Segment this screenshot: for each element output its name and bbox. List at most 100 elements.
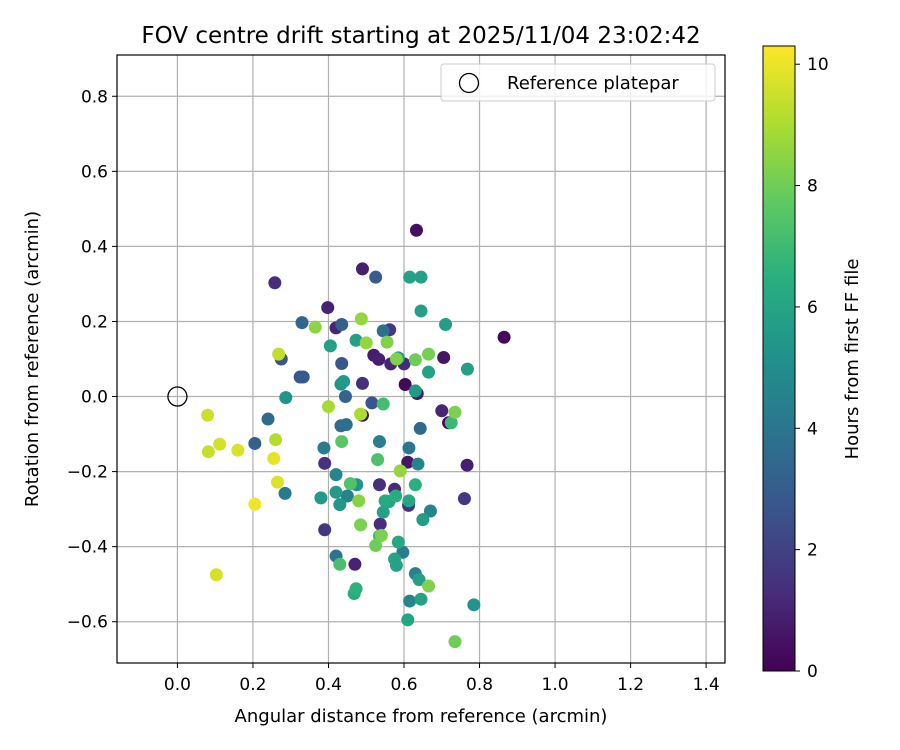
legend-entry: Reference platepar <box>507 73 679 94</box>
colorbar-label: Hours from first FF file <box>842 259 863 460</box>
data-point <box>278 486 292 500</box>
data-point <box>376 397 390 411</box>
data-point <box>295 316 309 330</box>
data-point <box>323 339 337 353</box>
y-tick-label: 0.0 <box>81 388 108 408</box>
colorbar-tick-label: 0 <box>807 662 818 682</box>
data-point <box>460 458 474 472</box>
data-point <box>369 270 383 284</box>
data-point <box>437 350 451 364</box>
x-tick-label: 1.0 <box>542 675 569 695</box>
x-tick-label: 0.8 <box>466 675 493 695</box>
data-point <box>380 335 394 349</box>
scatter-points <box>201 223 511 649</box>
colorbar-tick-label: 10 <box>807 55 829 75</box>
data-point <box>365 396 379 410</box>
data-point <box>372 435 386 449</box>
data-point <box>402 441 416 455</box>
data-point <box>422 347 436 361</box>
data-point <box>372 352 386 366</box>
data-point <box>348 557 362 571</box>
data-point <box>248 436 262 450</box>
data-point <box>393 464 407 478</box>
data-point <box>268 276 282 290</box>
plot-frame <box>116 54 726 664</box>
data-point <box>329 468 343 482</box>
y-tick-label: 0.8 <box>81 87 108 107</box>
data-point <box>372 478 386 492</box>
data-point <box>338 390 352 404</box>
x-tick-label: 1.2 <box>617 675 644 695</box>
data-point <box>318 456 332 470</box>
data-point <box>355 376 369 390</box>
data-point <box>359 336 373 350</box>
data-point <box>391 535 405 549</box>
data-point <box>279 391 293 405</box>
y-tick-label: −0.6 <box>67 613 108 633</box>
data-point <box>439 317 453 331</box>
legend: Reference platepar <box>440 63 716 102</box>
data-point <box>414 270 428 284</box>
data-point <box>213 437 227 451</box>
data-point <box>352 494 366 508</box>
x-tick-label: 0.6 <box>390 675 417 695</box>
data-point <box>270 475 284 489</box>
data-point <box>272 347 286 361</box>
data-point <box>335 357 349 371</box>
data-point <box>354 407 368 421</box>
data-point <box>378 494 392 508</box>
data-point <box>416 513 430 527</box>
data-point <box>343 477 357 491</box>
reference-marker <box>167 386 188 407</box>
x-axis-ticks: 0.0 0.2 0.4 0.6 0.8 1.0 1.2 1.4 <box>164 663 720 695</box>
x-tick-label: 0.0 <box>164 675 191 695</box>
data-point <box>333 557 347 571</box>
data-point <box>402 494 416 508</box>
y-tick-label: 0.6 <box>81 162 108 182</box>
data-point <box>317 441 331 455</box>
colorbar-tick-label: 8 <box>807 177 818 197</box>
data-point <box>401 613 415 627</box>
data-point <box>371 453 385 467</box>
data-point <box>261 412 275 426</box>
data-point <box>209 568 223 582</box>
data-point <box>333 498 347 512</box>
data-point <box>340 489 354 503</box>
data-point <box>408 353 422 367</box>
data-point <box>267 451 281 465</box>
data-point <box>444 416 458 430</box>
data-point <box>403 270 417 284</box>
data-point <box>412 573 426 587</box>
data-point <box>337 375 351 389</box>
data-point <box>349 333 363 347</box>
data-point <box>339 418 353 432</box>
x-axis-label: Angular distance from reference (arcmin) <box>235 706 608 727</box>
data-point <box>349 582 363 596</box>
data-point <box>308 320 322 334</box>
y-tick-label: 0.4 <box>81 237 108 257</box>
data-point <box>448 635 462 649</box>
data-point <box>435 404 449 418</box>
legend-reference-marker <box>458 72 480 94</box>
y-tick-label: −0.4 <box>67 538 108 558</box>
data-point <box>423 504 437 518</box>
data-point <box>318 523 332 537</box>
y-tick-label: −0.2 <box>67 463 108 483</box>
y-axis-label: Rotation from reference (arcmin) <box>22 211 43 507</box>
data-point <box>335 317 349 331</box>
data-point <box>376 324 390 338</box>
data-point <box>321 400 335 414</box>
data-point <box>314 491 328 505</box>
data-point <box>201 445 215 459</box>
x-tick-label: 0.4 <box>315 675 342 695</box>
data-point <box>457 492 471 506</box>
data-point <box>296 370 310 384</box>
data-point <box>422 579 436 593</box>
colorbar-gradient <box>762 45 796 672</box>
data-point <box>355 262 369 276</box>
colorbar-tick-label: 2 <box>807 541 818 561</box>
reference-point <box>167 386 188 407</box>
data-point <box>269 433 283 447</box>
data-point <box>389 489 403 503</box>
